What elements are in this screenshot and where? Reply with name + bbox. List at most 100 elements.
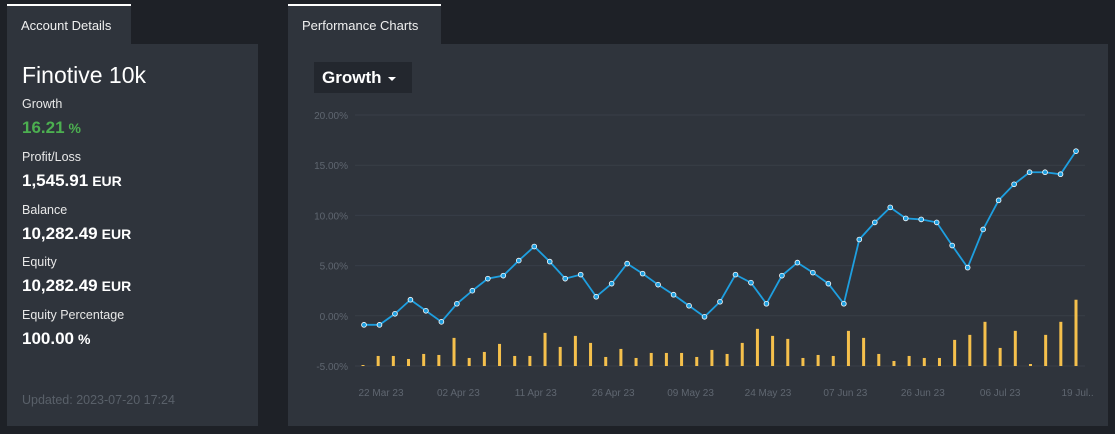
growth-bar xyxy=(968,334,972,366)
profit-loss-value: 1,545.91 EUR xyxy=(22,171,122,191)
y-tick-label: 10.00% xyxy=(314,211,348,222)
growth-bar xyxy=(983,321,987,366)
growth-point xyxy=(655,281,661,288)
growth-point xyxy=(361,322,367,328)
growth-point xyxy=(639,270,646,277)
growth-point xyxy=(887,204,894,211)
equity-percentage-number: 100.00 xyxy=(22,329,74,348)
growth-bar xyxy=(528,355,532,366)
growth-point xyxy=(902,215,909,222)
tab-account-details[interactable]: Account Details xyxy=(7,4,131,44)
growth-chart: 20.00% 15.00% 10.00% 5.00% 0.00% -5.00% 22 Mar… xyxy=(314,111,1094,399)
growth-line xyxy=(364,150,1077,326)
caret-down-icon xyxy=(387,76,396,81)
growth-point xyxy=(980,226,986,233)
growth-point xyxy=(949,242,955,249)
growth-bar xyxy=(1074,299,1078,366)
y-tick-label: 15.00% xyxy=(314,161,348,172)
growth-bar xyxy=(452,337,456,366)
y-tick-label: 5.00% xyxy=(320,262,348,273)
growth-bar xyxy=(589,342,593,366)
equity-value: 10,282.49 EUR xyxy=(22,276,131,296)
balance-number: 10,282.49 xyxy=(22,224,98,243)
growth-bar xyxy=(1044,334,1048,366)
growth-point xyxy=(485,275,491,282)
growth-point xyxy=(1073,148,1079,154)
growth-point xyxy=(546,258,553,265)
growth-bar xyxy=(422,353,426,366)
growth-point xyxy=(810,269,816,276)
balance-unit: EUR xyxy=(101,226,132,242)
growth-point xyxy=(1026,169,1033,176)
growth-point xyxy=(763,300,770,307)
growth-point xyxy=(779,272,785,279)
growth-bar xyxy=(391,355,395,366)
x-tick-label: 07 Jun 23 xyxy=(823,388,867,399)
growth-point xyxy=(825,280,832,287)
growth-point xyxy=(1057,171,1064,178)
growth-point xyxy=(794,259,801,266)
account-name: Finotive 10k xyxy=(22,62,147,88)
growth-point xyxy=(593,293,599,300)
x-tick-label: 11 Apr 23 xyxy=(515,388,558,399)
chart-type-dropdown[interactable]: Growth xyxy=(314,62,412,93)
growth-point xyxy=(392,310,398,317)
equity-percentage-unit: % xyxy=(78,331,91,347)
growth-point xyxy=(856,236,863,243)
growth-label: Growth xyxy=(22,97,63,111)
account-details-panel: Finotive 10k Growth 16.21% Profit/Loss 1… xyxy=(7,44,258,426)
growth-bar xyxy=(922,357,926,366)
performance-charts-panel: 20.00% 15.00% 10.00% 5.00% 0.00% -5.00% 22 Mar… xyxy=(288,44,1108,426)
growth-point xyxy=(686,302,692,309)
growth-bar xyxy=(1028,363,1032,366)
growth-point xyxy=(531,243,538,250)
equity-percentage-label: Equity Percentage xyxy=(22,308,125,322)
x-tick-label: 26 Apr 23 xyxy=(592,388,635,399)
chart-type-selected: Growth xyxy=(322,67,382,87)
growth-bar xyxy=(771,335,775,366)
growth-bar xyxy=(361,365,365,366)
growth-bar xyxy=(543,332,547,366)
growth-point xyxy=(500,272,507,279)
growth-point xyxy=(918,216,925,223)
growth-bar xyxy=(664,352,668,366)
tab-performance-charts-label: Performance Charts xyxy=(302,17,419,33)
growth-bar xyxy=(634,357,638,366)
growth-point xyxy=(995,197,1002,204)
equity-number: 10,282.49 xyxy=(22,276,98,295)
y-tick-label: 0.00% xyxy=(320,312,348,323)
growth-bar xyxy=(862,337,866,366)
growth-bar xyxy=(467,357,471,366)
growth-point xyxy=(964,264,971,271)
growth-point xyxy=(1011,181,1017,188)
growth-point xyxy=(423,307,429,314)
growth-point xyxy=(376,322,383,328)
growth-point xyxy=(748,279,754,286)
growth-point xyxy=(454,300,460,307)
growth-point xyxy=(438,319,445,325)
growth-point xyxy=(1042,169,1048,176)
y-tick-label: 20.00% xyxy=(314,111,348,122)
x-tick-label: 09 May 23 xyxy=(667,388,714,399)
tab-performance-charts[interactable]: Performance Charts xyxy=(288,4,441,44)
growth-point xyxy=(717,298,723,305)
x-tick-label: 24 May 23 xyxy=(745,388,792,399)
growth-point xyxy=(732,271,739,278)
updated-timestamp: Updated: 2023-07-20 17:24 xyxy=(22,393,175,407)
growth-bar xyxy=(437,354,441,366)
growth-bar xyxy=(498,343,502,366)
growth-point xyxy=(871,219,878,226)
growth-bar xyxy=(892,360,896,366)
balance-value: 10,282.49 EUR xyxy=(22,224,131,244)
growth-bar xyxy=(786,338,790,366)
growth-bar xyxy=(573,335,577,366)
equity-label: Equity xyxy=(22,255,57,269)
growth-bar xyxy=(725,353,729,366)
growth-bar xyxy=(816,354,820,366)
growth-bar xyxy=(740,342,744,366)
growth-point xyxy=(933,219,940,226)
growth-point xyxy=(562,275,569,282)
growth-bar xyxy=(953,339,957,366)
profit-loss-label: Profit/Loss xyxy=(22,150,82,164)
growth-bar xyxy=(846,330,850,366)
